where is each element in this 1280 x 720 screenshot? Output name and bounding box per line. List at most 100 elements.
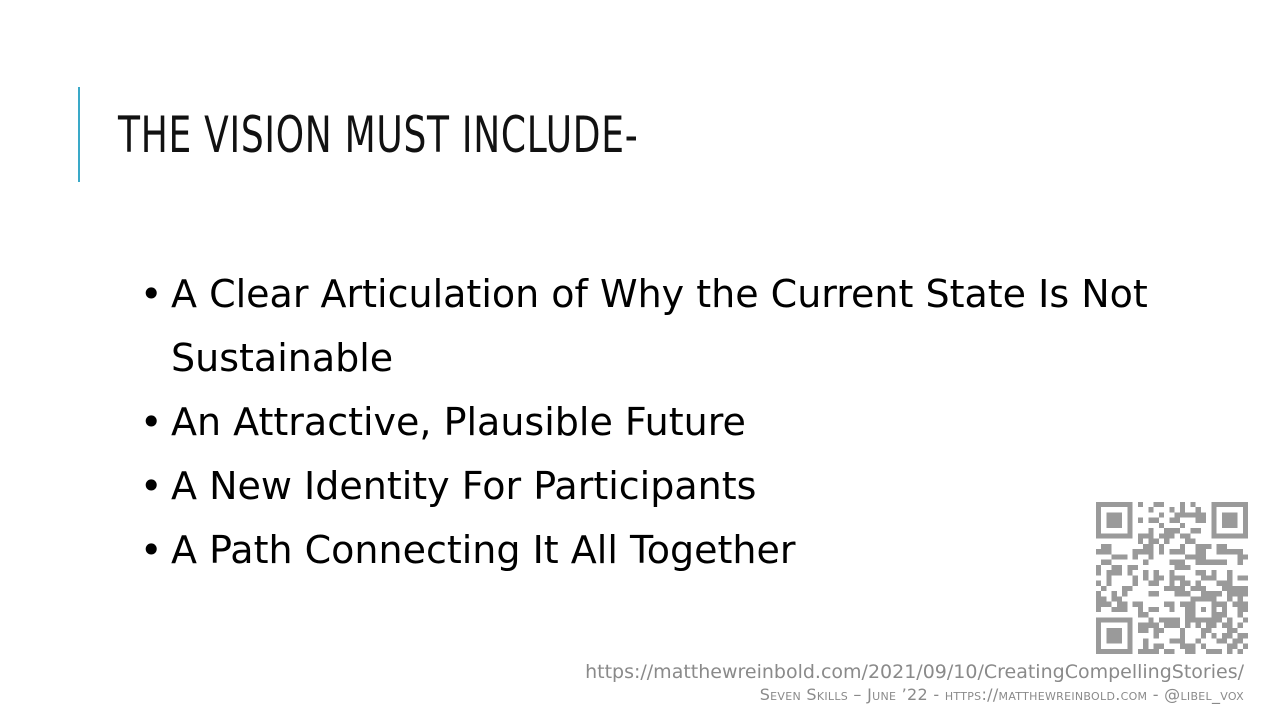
qr-module — [1148, 517, 1154, 523]
qr-module — [1106, 617, 1112, 623]
qr-module — [1190, 585, 1196, 592]
qr-module — [1190, 528, 1196, 534]
qr-module — [1185, 601, 1191, 607]
qr-module — [1153, 643, 1159, 649]
qr-module — [1179, 533, 1186, 539]
qr-module — [1122, 554, 1128, 560]
qr-module — [1096, 512, 1102, 518]
qr-module — [1164, 601, 1170, 607]
qr-module — [1127, 638, 1133, 644]
qr-module — [1211, 507, 1217, 513]
qr-module — [1216, 591, 1222, 597]
qr-module — [1153, 575, 1159, 581]
qr-module — [1116, 648, 1123, 654]
qr-module — [1232, 638, 1238, 644]
qr-module — [1137, 627, 1144, 634]
bullet-list: • A Clear Articulation of Why the Curren… — [140, 262, 1150, 582]
qr-module — [1179, 575, 1186, 581]
qr-module — [1153, 580, 1159, 586]
qr-module — [1232, 517, 1238, 523]
qr-module — [1216, 549, 1222, 555]
qr-module — [1153, 591, 1159, 597]
qr-module — [1111, 648, 1117, 654]
qr-module — [1242, 533, 1248, 539]
qr-module — [1195, 528, 1201, 534]
qr-module — [1211, 591, 1217, 597]
qr-module — [1216, 580, 1222, 586]
qr-module — [1111, 570, 1117, 576]
qr-module — [1179, 507, 1186, 513]
qr-module — [1148, 554, 1154, 560]
qr-module — [1206, 559, 1212, 565]
qr-module — [1169, 585, 1175, 592]
qr-module — [1106, 638, 1112, 644]
qr-module — [1200, 575, 1207, 581]
qr-module — [1169, 580, 1175, 586]
qr-module — [1211, 512, 1217, 518]
qr-module — [1200, 606, 1207, 613]
qr-module — [1116, 633, 1123, 639]
qr-module — [1185, 564, 1191, 571]
qr-module — [1174, 564, 1180, 571]
qr-module — [1096, 502, 1102, 508]
qr-module — [1200, 554, 1207, 560]
qr-module — [1169, 575, 1175, 581]
qr-module — [1237, 575, 1243, 581]
qr-module — [1127, 570, 1133, 576]
bullet-item: • A New Identity For Participants — [140, 454, 1150, 518]
qr-module — [1237, 648, 1243, 654]
qr-module — [1195, 596, 1201, 602]
qr-module — [1211, 606, 1217, 613]
qr-module — [1116, 533, 1123, 539]
qr-module — [1169, 606, 1175, 613]
qr-module — [1158, 543, 1165, 550]
qr-module — [1169, 533, 1175, 539]
qr-module — [1169, 601, 1175, 607]
qr-module — [1116, 512, 1123, 518]
qr-module — [1227, 533, 1233, 539]
qr-module — [1206, 543, 1212, 550]
qr-code-icon[interactable] — [1096, 502, 1248, 654]
qr-module — [1127, 564, 1133, 571]
qr-module — [1122, 606, 1128, 613]
qr-module — [1143, 622, 1149, 628]
qr-module — [1137, 533, 1144, 539]
qr-module — [1216, 502, 1222, 508]
qr-module — [1111, 633, 1117, 639]
qr-module — [1111, 502, 1117, 508]
qr-module — [1143, 575, 1149, 581]
qr-module — [1096, 648, 1102, 654]
qr-module — [1242, 502, 1248, 508]
footer-url[interactable]: https://matthewreinbold.com/2021/09/10/C… — [585, 661, 1244, 683]
qr-module — [1106, 522, 1112, 529]
qr-module — [1242, 507, 1248, 513]
qr-module — [1153, 502, 1159, 508]
qr-module — [1242, 522, 1248, 529]
qr-module — [1127, 585, 1133, 592]
qr-module — [1242, 606, 1248, 613]
qr-module — [1158, 617, 1165, 623]
qr-module — [1190, 648, 1196, 654]
qr-module — [1111, 522, 1117, 529]
qr-module — [1096, 549, 1102, 555]
qr-module — [1211, 522, 1217, 529]
qr-module — [1211, 601, 1217, 607]
qr-module — [1106, 502, 1112, 508]
qr-module — [1111, 554, 1117, 560]
qr-module — [1122, 502, 1128, 508]
qr-module — [1221, 633, 1228, 639]
qr-module — [1232, 591, 1238, 597]
qr-module — [1174, 512, 1180, 518]
qr-module — [1237, 554, 1243, 560]
qr-module — [1106, 559, 1112, 565]
qr-module — [1169, 617, 1175, 623]
qr-module — [1200, 617, 1207, 623]
qr-module — [1096, 533, 1102, 539]
qr-module — [1127, 617, 1133, 623]
qr-module — [1137, 549, 1144, 555]
qr-module — [1211, 622, 1217, 628]
qr-module — [1143, 549, 1149, 555]
qr-module — [1169, 570, 1175, 576]
qr-module — [1227, 585, 1233, 592]
